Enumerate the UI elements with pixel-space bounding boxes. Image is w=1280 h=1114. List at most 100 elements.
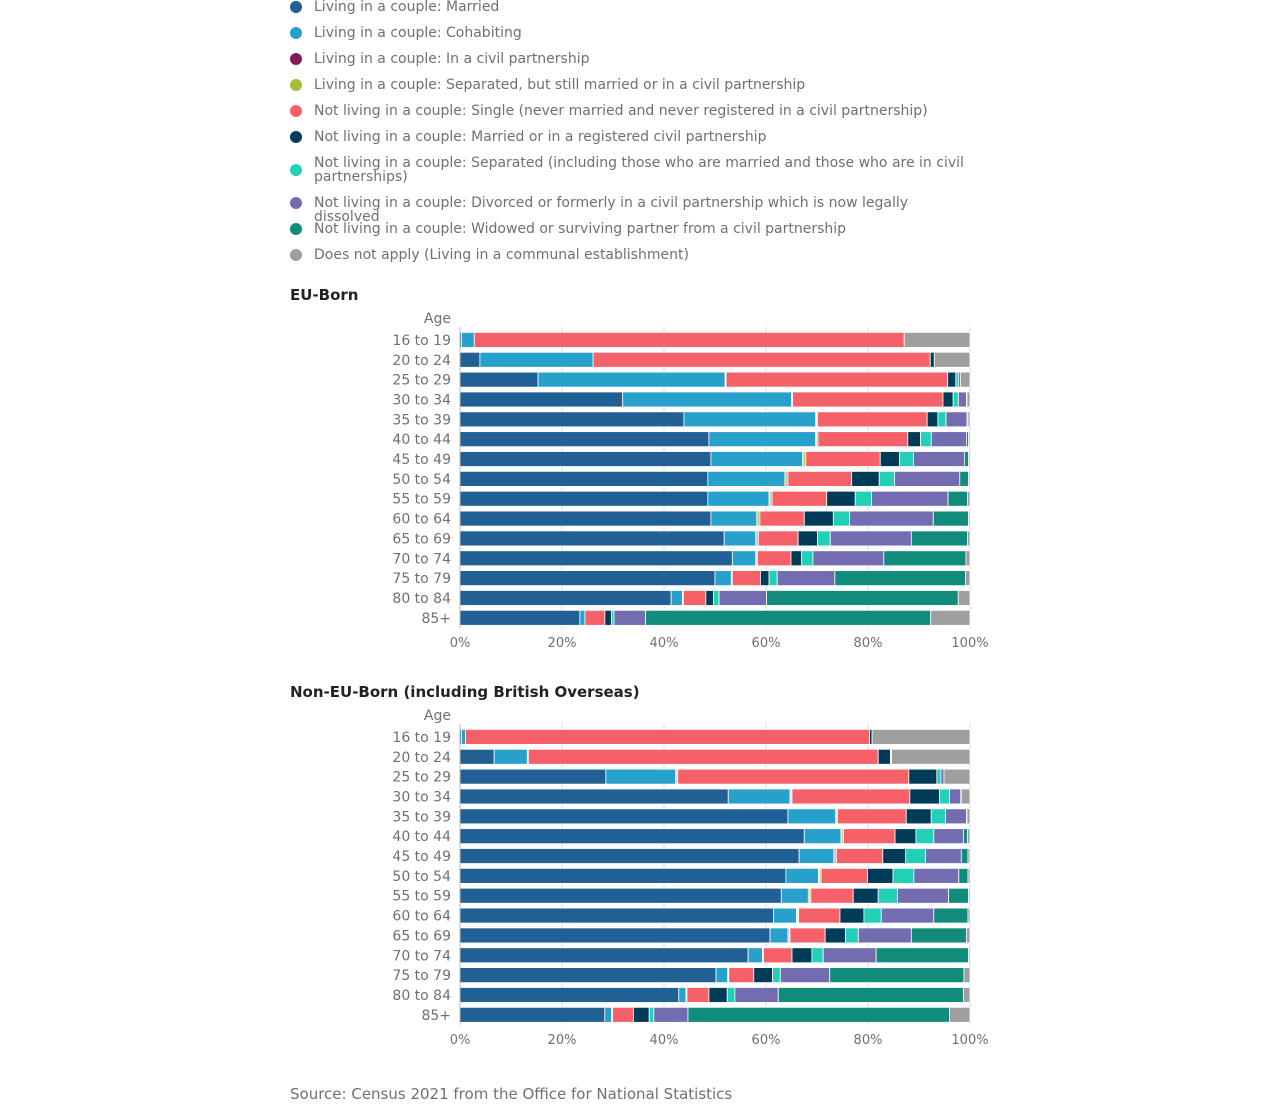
bar-segment bbox=[933, 828, 964, 845]
bar-segment bbox=[785, 867, 819, 884]
bar-segment bbox=[459, 907, 775, 924]
bar-segment bbox=[798, 907, 841, 924]
x-tick-label: 100% bbox=[951, 636, 988, 650]
bar-segment bbox=[747, 947, 763, 964]
category-label: 55 to 59 bbox=[392, 889, 451, 905]
bar-segment bbox=[909, 788, 940, 805]
bar-segment bbox=[937, 411, 947, 428]
bar-segment bbox=[459, 748, 495, 765]
bar-segment bbox=[604, 1006, 612, 1023]
legend-swatch bbox=[290, 105, 302, 117]
bar-segment bbox=[863, 907, 882, 924]
bar-segment bbox=[718, 590, 767, 606]
bar-segment bbox=[967, 490, 971, 507]
bar-segment bbox=[936, 768, 942, 785]
legend-label: Not living in a couple: Single (never ma… bbox=[314, 103, 928, 119]
bar-segment bbox=[584, 609, 606, 626]
bar-segment bbox=[968, 470, 971, 487]
x-tick-label: 80% bbox=[854, 1033, 883, 1047]
bar-segment bbox=[933, 351, 971, 368]
category-label: 25 to 29 bbox=[392, 373, 451, 389]
bar-segment bbox=[960, 788, 971, 805]
bar-segment bbox=[791, 788, 911, 805]
bar-segment bbox=[871, 490, 949, 507]
bar-segment bbox=[633, 1006, 650, 1023]
legend-label: Living in a couple: In a civil partnersh… bbox=[314, 51, 590, 67]
bar-segment bbox=[790, 550, 803, 567]
legend-label: Living in a couple: Cohabiting bbox=[314, 25, 522, 41]
bar-segment bbox=[459, 570, 716, 587]
bar-segment bbox=[792, 391, 944, 408]
bar-segment bbox=[777, 987, 964, 1003]
bar-segment bbox=[967, 848, 971, 864]
bar-segment bbox=[839, 907, 865, 924]
category-label: 25 to 29 bbox=[392, 770, 451, 786]
bar-segment bbox=[882, 848, 907, 864]
category-label: 40 to 44 bbox=[392, 432, 451, 448]
bar-segment bbox=[968, 510, 971, 527]
y-axis-label: Age bbox=[424, 311, 451, 327]
bar-segment bbox=[967, 907, 971, 924]
bar-segment bbox=[803, 828, 842, 845]
bar-segment bbox=[772, 967, 781, 984]
bar-segment bbox=[459, 550, 733, 567]
bar-segment bbox=[613, 609, 647, 626]
bar-segment bbox=[920, 431, 932, 448]
bar-segment bbox=[805, 451, 881, 467]
bar-segment bbox=[905, 848, 927, 864]
x-tick-label: 40% bbox=[650, 1033, 679, 1047]
bar-segment bbox=[959, 470, 969, 487]
category-label: 55 to 59 bbox=[392, 492, 451, 508]
bar-segment bbox=[854, 490, 872, 507]
bar-segment bbox=[883, 550, 967, 567]
legend-swatch bbox=[290, 27, 302, 39]
bar-segment bbox=[966, 391, 971, 408]
bar-segment bbox=[459, 431, 710, 448]
bar-segment bbox=[871, 729, 971, 745]
bar-segment bbox=[967, 867, 971, 884]
bar-segment bbox=[459, 967, 717, 984]
category-label: 50 to 54 bbox=[392, 869, 451, 885]
category-label: 65 to 69 bbox=[392, 531, 451, 547]
bar-segment bbox=[493, 748, 528, 765]
bar-segment bbox=[769, 927, 789, 944]
bar-segment bbox=[810, 887, 854, 904]
source-note: Source: Census 2021 from the Office for … bbox=[290, 1085, 733, 1103]
bar-segment bbox=[967, 411, 971, 428]
bar-segment bbox=[678, 987, 687, 1003]
bar-segment bbox=[960, 848, 969, 864]
bar-segment bbox=[459, 411, 685, 428]
legend-label: Not living in a couple: Separated (inclu… bbox=[314, 155, 964, 185]
legend-swatch bbox=[290, 197, 302, 209]
legend-swatch bbox=[290, 131, 302, 143]
legend-swatch bbox=[290, 249, 302, 261]
bar-segment bbox=[459, 808, 789, 825]
bar-segment bbox=[604, 609, 612, 626]
bar-segment bbox=[708, 987, 728, 1003]
bar-segment bbox=[705, 590, 714, 606]
bar-segment bbox=[913, 867, 960, 884]
bar-segment bbox=[894, 828, 917, 845]
bar-segment bbox=[686, 987, 710, 1003]
category-label: 45 to 49 bbox=[392, 452, 451, 468]
bar-segment bbox=[894, 470, 961, 487]
bar-segment bbox=[965, 550, 971, 567]
bar-segment bbox=[707, 490, 770, 507]
bar-segment bbox=[907, 431, 921, 448]
bar-segment bbox=[622, 391, 792, 408]
bar-segment bbox=[968, 451, 971, 467]
bar-segment bbox=[763, 947, 793, 964]
bar-segment bbox=[826, 490, 856, 507]
bar-segment bbox=[849, 510, 934, 527]
bar-segment bbox=[771, 490, 828, 507]
bar-segment bbox=[801, 550, 814, 567]
bar-segment bbox=[966, 808, 971, 825]
x-tick-label: 100% bbox=[951, 1033, 988, 1047]
bar-segment bbox=[727, 788, 791, 805]
bar-segment bbox=[756, 550, 792, 567]
bar-segment bbox=[776, 570, 836, 587]
bar-segment bbox=[843, 828, 896, 845]
bar-segment bbox=[939, 788, 951, 805]
bar-segment bbox=[908, 768, 938, 785]
bar-segment bbox=[677, 768, 910, 785]
